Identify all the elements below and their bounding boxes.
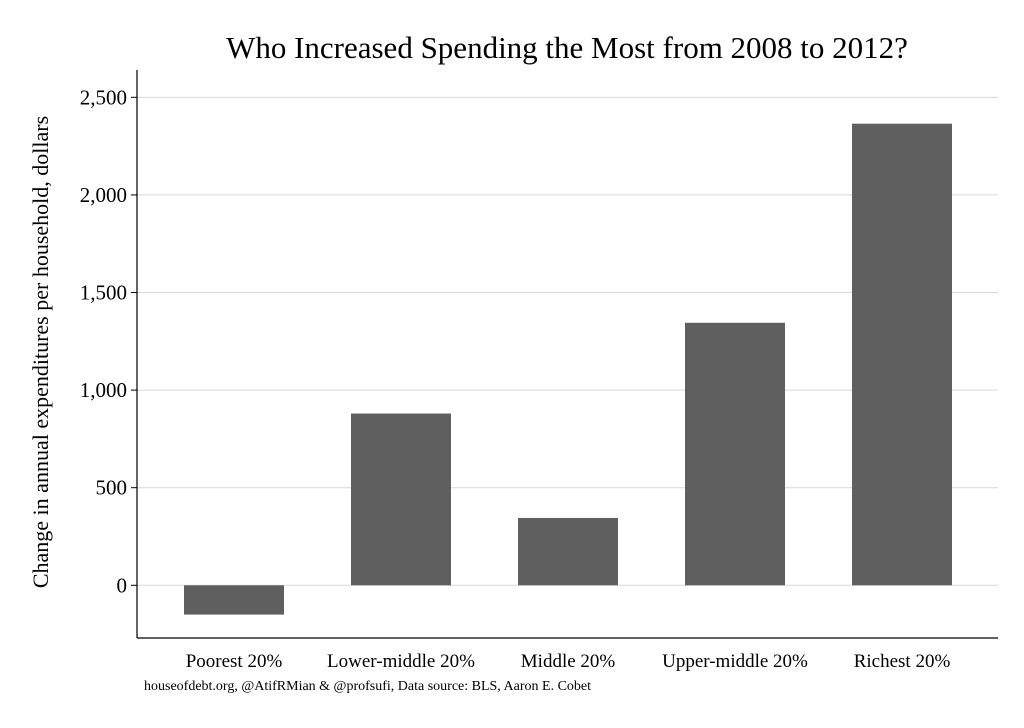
x-category-label: Lower-middle 20% <box>327 651 475 672</box>
y-tick-label: 2,500 <box>80 85 127 109</box>
y-tick-label: 2,000 <box>80 183 127 207</box>
x-category-label: Upper-middle 20% <box>662 651 808 672</box>
y-tick-label: 1,000 <box>80 378 127 402</box>
x-category-label: Poorest 20% <box>186 651 283 672</box>
y-axis-label: Change in annual expenditures per househ… <box>28 116 53 588</box>
chart-title: Who Increased Spending the Most from 200… <box>226 30 908 65</box>
y-ticks: 0 500 1,000 1,500 2,000 2,500 <box>80 85 137 597</box>
bar <box>685 322 785 586</box>
y-tick-label: 500 <box>96 476 128 500</box>
bar <box>184 585 284 615</box>
x-category-label: Richest 20% <box>854 651 951 672</box>
x-category-label: Middle 20% <box>521 651 616 672</box>
bars <box>184 123 952 615</box>
x-tick-labels: Poorest 20% Lower-middle 20% Middle 20% Upp… <box>186 651 951 672</box>
bar <box>351 413 451 586</box>
axes <box>136 70 998 639</box>
y-tick-label: 0 <box>117 573 128 597</box>
source-note: houseofdebt.org, @AtifRMian & @profsufi,… <box>144 679 591 694</box>
bar <box>852 123 952 586</box>
y-tick-label: 1,500 <box>80 281 127 305</box>
bar <box>518 517 618 586</box>
